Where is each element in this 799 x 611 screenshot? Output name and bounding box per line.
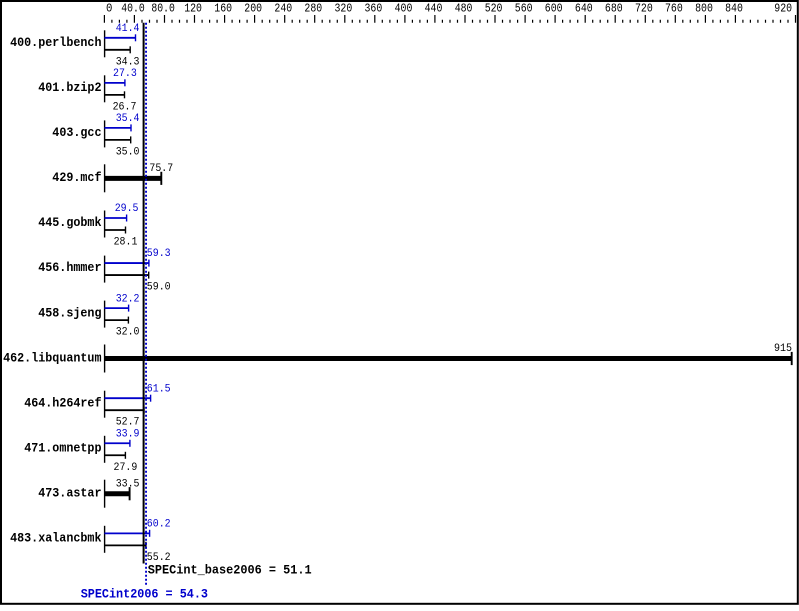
svg-text:32.0: 32.0 (116, 327, 140, 339)
svg-text:360: 360 (365, 3, 383, 16)
svg-text:800: 800 (695, 3, 713, 16)
svg-text:915: 915 (774, 343, 792, 355)
svg-text:640: 640 (575, 3, 593, 16)
svg-text:41.4: 41.4 (116, 23, 140, 35)
svg-text:40.0: 40.0 (121, 3, 145, 16)
svg-text:401.bzip2: 401.bzip2 (38, 81, 101, 95)
svg-text:29.5: 29.5 (115, 203, 139, 215)
svg-text:52.7: 52.7 (116, 417, 140, 429)
svg-text:720: 720 (635, 3, 653, 16)
svg-text:61.5: 61.5 (147, 383, 171, 395)
svg-text:445.gobmk: 445.gobmk (38, 216, 102, 230)
svg-text:80.0: 80.0 (151, 3, 175, 16)
svg-text:483.xalancbmk: 483.xalancbmk (10, 532, 102, 546)
svg-text:403.gcc: 403.gcc (52, 126, 101, 140)
svg-text:473.astar: 473.astar (38, 487, 101, 501)
svg-text:462.libquantum: 462.libquantum (3, 351, 102, 365)
svg-text:33.5: 33.5 (116, 478, 140, 490)
svg-text:920: 920 (774, 3, 792, 16)
svg-text:320: 320 (335, 3, 353, 16)
svg-text:840: 840 (725, 3, 743, 16)
svg-text:480: 480 (455, 3, 473, 16)
svg-text:27.9: 27.9 (114, 462, 138, 474)
svg-text:440: 440 (425, 3, 443, 16)
svg-text:600: 600 (545, 3, 563, 16)
svg-text:240: 240 (274, 3, 292, 16)
svg-text:680: 680 (605, 3, 623, 16)
svg-text:160: 160 (214, 3, 232, 16)
svg-text:SPECint2006 = 54.3: SPECint2006 = 54.3 (81, 587, 208, 601)
svg-text:33.9: 33.9 (116, 428, 140, 440)
svg-text:35.4: 35.4 (116, 113, 140, 125)
svg-text:560: 560 (515, 3, 533, 16)
svg-text:32.2: 32.2 (116, 293, 140, 305)
svg-text:75.7: 75.7 (149, 163, 173, 175)
svg-text:429.mcf: 429.mcf (52, 171, 101, 185)
svg-text:59.0: 59.0 (147, 282, 171, 294)
svg-text:456.hmmer: 456.hmmer (38, 261, 101, 275)
svg-text:60.2: 60.2 (147, 519, 171, 531)
svg-text:400.perlbench: 400.perlbench (10, 36, 101, 50)
svg-text:200: 200 (244, 3, 262, 16)
svg-text:55.2: 55.2 (147, 552, 171, 564)
svg-text:464.h264ref: 464.h264ref (24, 396, 101, 410)
svg-text:400: 400 (395, 3, 413, 16)
svg-text:120: 120 (184, 3, 202, 16)
svg-text:520: 520 (485, 3, 503, 16)
svg-text:280: 280 (304, 3, 322, 16)
svg-text:458.sjeng: 458.sjeng (38, 306, 101, 320)
svg-text:SPECint_base2006 = 51.1: SPECint_base2006 = 51.1 (148, 564, 312, 578)
svg-text:28.1: 28.1 (114, 237, 138, 249)
svg-text:0: 0 (106, 3, 112, 16)
svg-text:471.omnetpp: 471.omnetpp (24, 441, 101, 455)
svg-text:26.7: 26.7 (113, 101, 137, 113)
svg-text:59.3: 59.3 (147, 248, 171, 260)
svg-text:760: 760 (665, 3, 683, 16)
svg-text:34.3: 34.3 (116, 56, 140, 68)
svg-text:27.3: 27.3 (113, 68, 137, 80)
svg-text:35.0: 35.0 (116, 146, 140, 158)
